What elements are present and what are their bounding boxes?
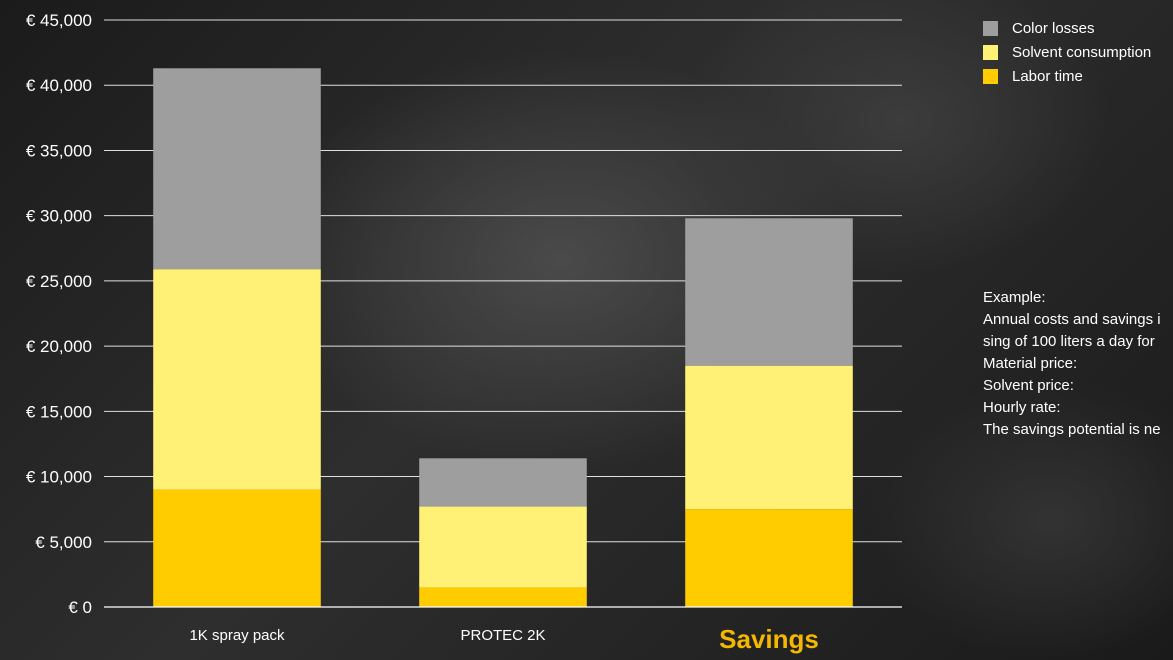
- bar-segment: [153, 489, 321, 607]
- legend: Color losses Solvent consumption Labor t…: [983, 16, 1151, 88]
- x-axis-labels: 1K spray pack PROTEC 2K Savings: [189, 624, 818, 654]
- note-line: The savings potential is ne: [983, 421, 1161, 438]
- y-tick-label: € 10,000: [26, 468, 92, 487]
- note-line: Annual costs and savings i: [983, 311, 1161, 328]
- y-tick-label: € 45,000: [26, 11, 92, 30]
- bar-segment: [685, 218, 853, 366]
- bar-segment: [685, 365, 853, 510]
- y-tick-label: € 5,000: [35, 533, 92, 552]
- bar-segment: [419, 458, 587, 507]
- legend-item-color-losses: Color losses: [983, 16, 1151, 40]
- bar-segment: [419, 587, 587, 607]
- note-line: Solvent price:: [983, 377, 1074, 394]
- y-tick-label: € 35,000: [26, 141, 92, 160]
- bar-segment: [685, 509, 853, 607]
- legend-item-labor-time: Labor time: [983, 64, 1151, 88]
- note-line: sing of 100 liters a day for: [983, 333, 1155, 350]
- y-tick-label: € 25,000: [26, 272, 92, 291]
- note-line: Example:: [983, 289, 1046, 306]
- y-tick-label: € 30,000: [26, 207, 92, 226]
- x-tick-label: PROTEC 2K: [460, 627, 545, 644]
- note-line: Material price:: [983, 355, 1078, 372]
- x-tick-label: 1K spray pack: [189, 627, 285, 644]
- bar-segment: [153, 269, 321, 490]
- y-tick-label: € 0: [68, 598, 92, 617]
- y-axis-ticks: € 0 € 5,000 € 10,000 € 15,000 € 20,000 € 25,0…: [26, 11, 92, 617]
- y-tick-label: € 15,000: [26, 402, 92, 421]
- legend-label: Solvent consumption: [1012, 43, 1152, 61]
- example-note: Example: Annual costs and savings i sing…: [983, 287, 1173, 441]
- legend-label: Labor time: [1012, 67, 1083, 85]
- legend-swatch: [983, 44, 998, 60]
- note-line: Hourly rate:: [983, 399, 1061, 416]
- bar-segment: [153, 68, 321, 270]
- y-tick-label: € 40,000: [26, 76, 92, 95]
- legend-item-solvent-consumption: Solvent consumption: [983, 40, 1151, 64]
- bar-segment: [419, 506, 587, 588]
- legend-swatch: [983, 20, 998, 36]
- bars: [153, 68, 853, 607]
- legend-swatch: [983, 68, 998, 84]
- x-tick-label: Savings: [719, 624, 819, 654]
- legend-label: Color losses: [1012, 19, 1095, 37]
- y-tick-label: € 20,000: [26, 337, 92, 356]
